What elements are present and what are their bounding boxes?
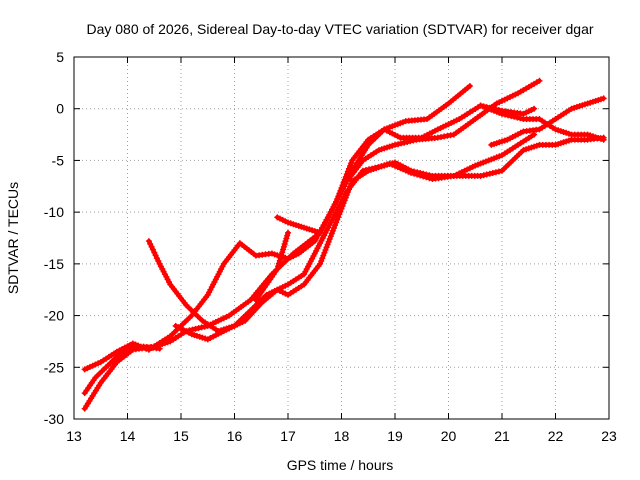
y-tick-label: -20 bbox=[44, 308, 64, 324]
x-tick-label: 19 bbox=[387, 428, 403, 444]
x-tick-label: 14 bbox=[120, 428, 136, 444]
y-tick-label: 0 bbox=[56, 101, 64, 117]
y-tick-label: 5 bbox=[56, 49, 64, 65]
series-track-3 bbox=[81, 77, 543, 373]
series-line bbox=[275, 103, 606, 236]
series-track-7 bbox=[252, 229, 291, 304]
x-tick-label: 17 bbox=[280, 428, 296, 444]
series-plus-markers bbox=[274, 102, 607, 236]
y-tick-label: -15 bbox=[44, 256, 64, 272]
series-plus-markers bbox=[477, 102, 538, 117]
chart-title: Day 080 of 2026, Sidereal Day-to-day VTE… bbox=[86, 21, 593, 37]
y-tick-label: -5 bbox=[52, 152, 65, 168]
x-axis-label: GPS time / hours bbox=[287, 457, 394, 473]
series-plus-markers bbox=[172, 134, 607, 343]
x-tick-label: 15 bbox=[173, 428, 189, 444]
x-tick-label: 22 bbox=[548, 428, 564, 444]
series-plus-markers bbox=[81, 77, 543, 373]
y-axis-ticks: -30 -25 -20 -15 -10 -5 0 5 bbox=[44, 49, 609, 427]
x-tick-label: 20 bbox=[441, 428, 457, 444]
series-track-1 bbox=[81, 82, 473, 412]
y-tick-label: -30 bbox=[44, 411, 64, 427]
x-tick-label: 23 bbox=[601, 428, 617, 444]
x-tick-label: 18 bbox=[334, 428, 350, 444]
x-tick-label: 21 bbox=[494, 428, 510, 444]
series-track-5 bbox=[172, 134, 607, 343]
data-series bbox=[81, 77, 607, 412]
series-plus-markers bbox=[252, 229, 291, 304]
x-tick-label: 16 bbox=[227, 428, 243, 444]
series-plus-markers bbox=[488, 95, 607, 148]
y-tick-label: -10 bbox=[44, 204, 64, 220]
y-axis-label: SDTVAR / TECUs bbox=[5, 182, 21, 294]
series-line bbox=[82, 83, 473, 411]
x-axis-ticks: 13 14 15 16 17 18 19 20 21 22 23 bbox=[66, 57, 617, 444]
series-plus-markers bbox=[81, 82, 473, 412]
x-tick-label: 13 bbox=[66, 428, 82, 444]
series-track-8 bbox=[488, 95, 607, 148]
y-tick-label: -25 bbox=[44, 359, 64, 375]
series-track-9 bbox=[477, 102, 538, 117]
series-track-6 bbox=[274, 102, 607, 236]
